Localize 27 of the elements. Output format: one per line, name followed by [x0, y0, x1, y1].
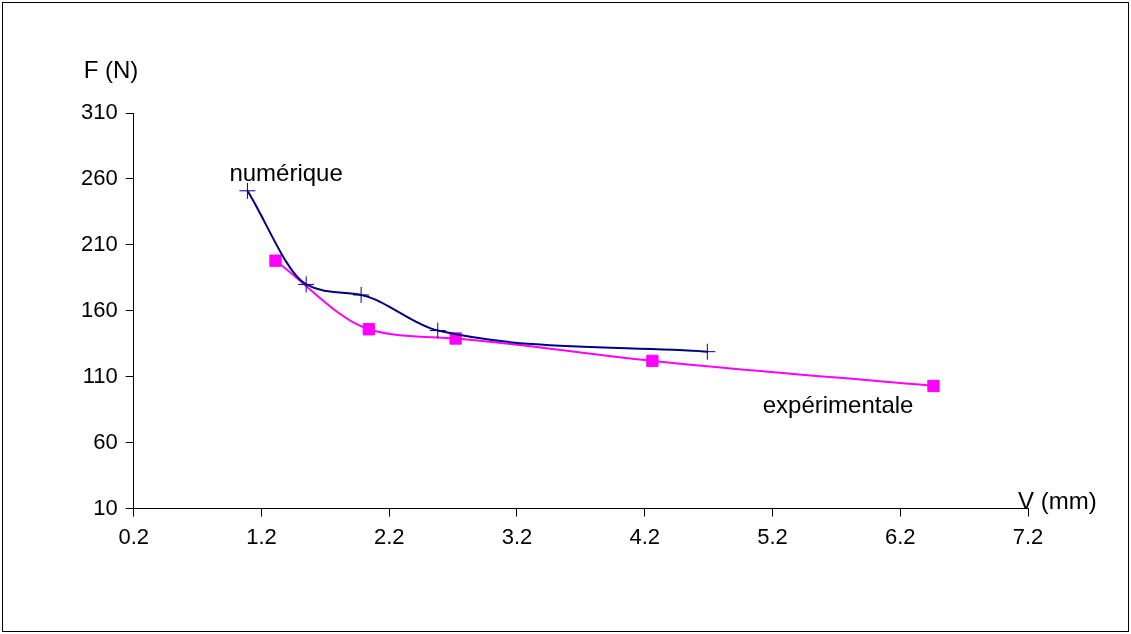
x-tick-label: 7.2 — [1012, 523, 1044, 549]
y-tick-label: 310 — [80, 99, 118, 125]
y-tick-label: 60 — [93, 428, 118, 454]
x-tick-label: 3.2 — [501, 523, 533, 549]
point — [362, 323, 375, 336]
point — [297, 275, 315, 293]
point — [429, 322, 447, 340]
series-label: numérique — [229, 159, 343, 187]
y-axis-title: F (N) — [83, 55, 139, 83]
y-tick-label: 160 — [80, 296, 118, 322]
x-tick-label: 5.2 — [757, 523, 788, 549]
point — [352, 286, 370, 304]
point — [646, 354, 659, 368]
x-tick-label: 1.2 — [246, 523, 277, 549]
point — [698, 343, 716, 361]
x-axis-title: V (mm) — [1018, 487, 1097, 515]
x-tick-label: 2.2 — [373, 523, 405, 549]
y-tick-label: 210 — [80, 230, 118, 256]
y-tick-label: 10 — [93, 494, 118, 520]
x-tick-label: 6.2 — [884, 523, 916, 549]
point — [927, 379, 940, 393]
point — [269, 254, 282, 267]
x-tick-label: 0.2 — [118, 523, 149, 549]
y-tick-label: 260 — [80, 165, 118, 190]
y-tick-label: 110 — [82, 362, 118, 388]
x-tick-label: 4.2 — [629, 523, 661, 549]
series-label: expérimentale — [762, 390, 914, 418]
